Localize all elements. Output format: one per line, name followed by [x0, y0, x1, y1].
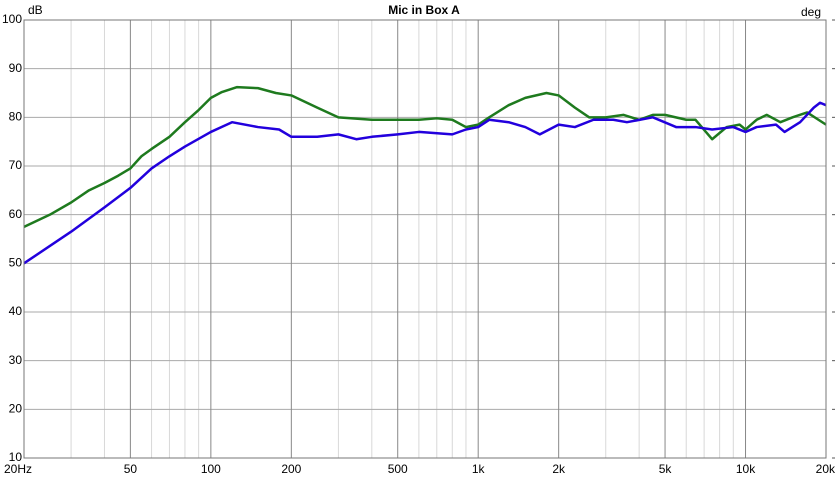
x-tick-label: 20Hz — [4, 462, 32, 476]
series-line — [23, 101, 827, 265]
x-tick-label: 50 — [124, 462, 138, 476]
y-tick-label: 100 — [2, 12, 22, 26]
x-tick-label: 5k — [659, 462, 673, 476]
x-tick-label: 500 — [388, 462, 408, 476]
y2-axis-label: deg — [801, 5, 821, 19]
x-tick-label: 100 — [201, 462, 221, 476]
chart-title: Mic in Box A — [388, 3, 460, 17]
y-axis-label: dB — [28, 3, 43, 17]
tick-labels: 10 20 30 40 50 60 70 80 90 100 20Hz 50 100 200 500 1k 2k… — [2, 12, 835, 476]
y-tick-label: 70 — [9, 158, 23, 172]
x-tick-label: 1k — [472, 462, 486, 476]
series-line — [23, 85, 827, 228]
y-tick-label: 50 — [9, 256, 23, 270]
x-tick-label: 2k — [552, 462, 566, 476]
y-tick-label: 30 — [9, 353, 23, 367]
y-tick-label: 40 — [9, 304, 23, 318]
y-tick-label: 90 — [9, 61, 23, 75]
y-tick-label: 60 — [9, 207, 23, 221]
x-tick-label: 10k — [736, 462, 756, 476]
y-tick-label: 80 — [9, 110, 23, 124]
x-tick-label: 200 — [281, 462, 301, 476]
x-tick-label: 20k — [816, 462, 835, 476]
y-tick-label: 10 — [9, 450, 23, 464]
plot-lines — [23, 85, 827, 265]
plot-border — [23, 19, 827, 459]
y-tick-label: 20 — [9, 402, 23, 416]
